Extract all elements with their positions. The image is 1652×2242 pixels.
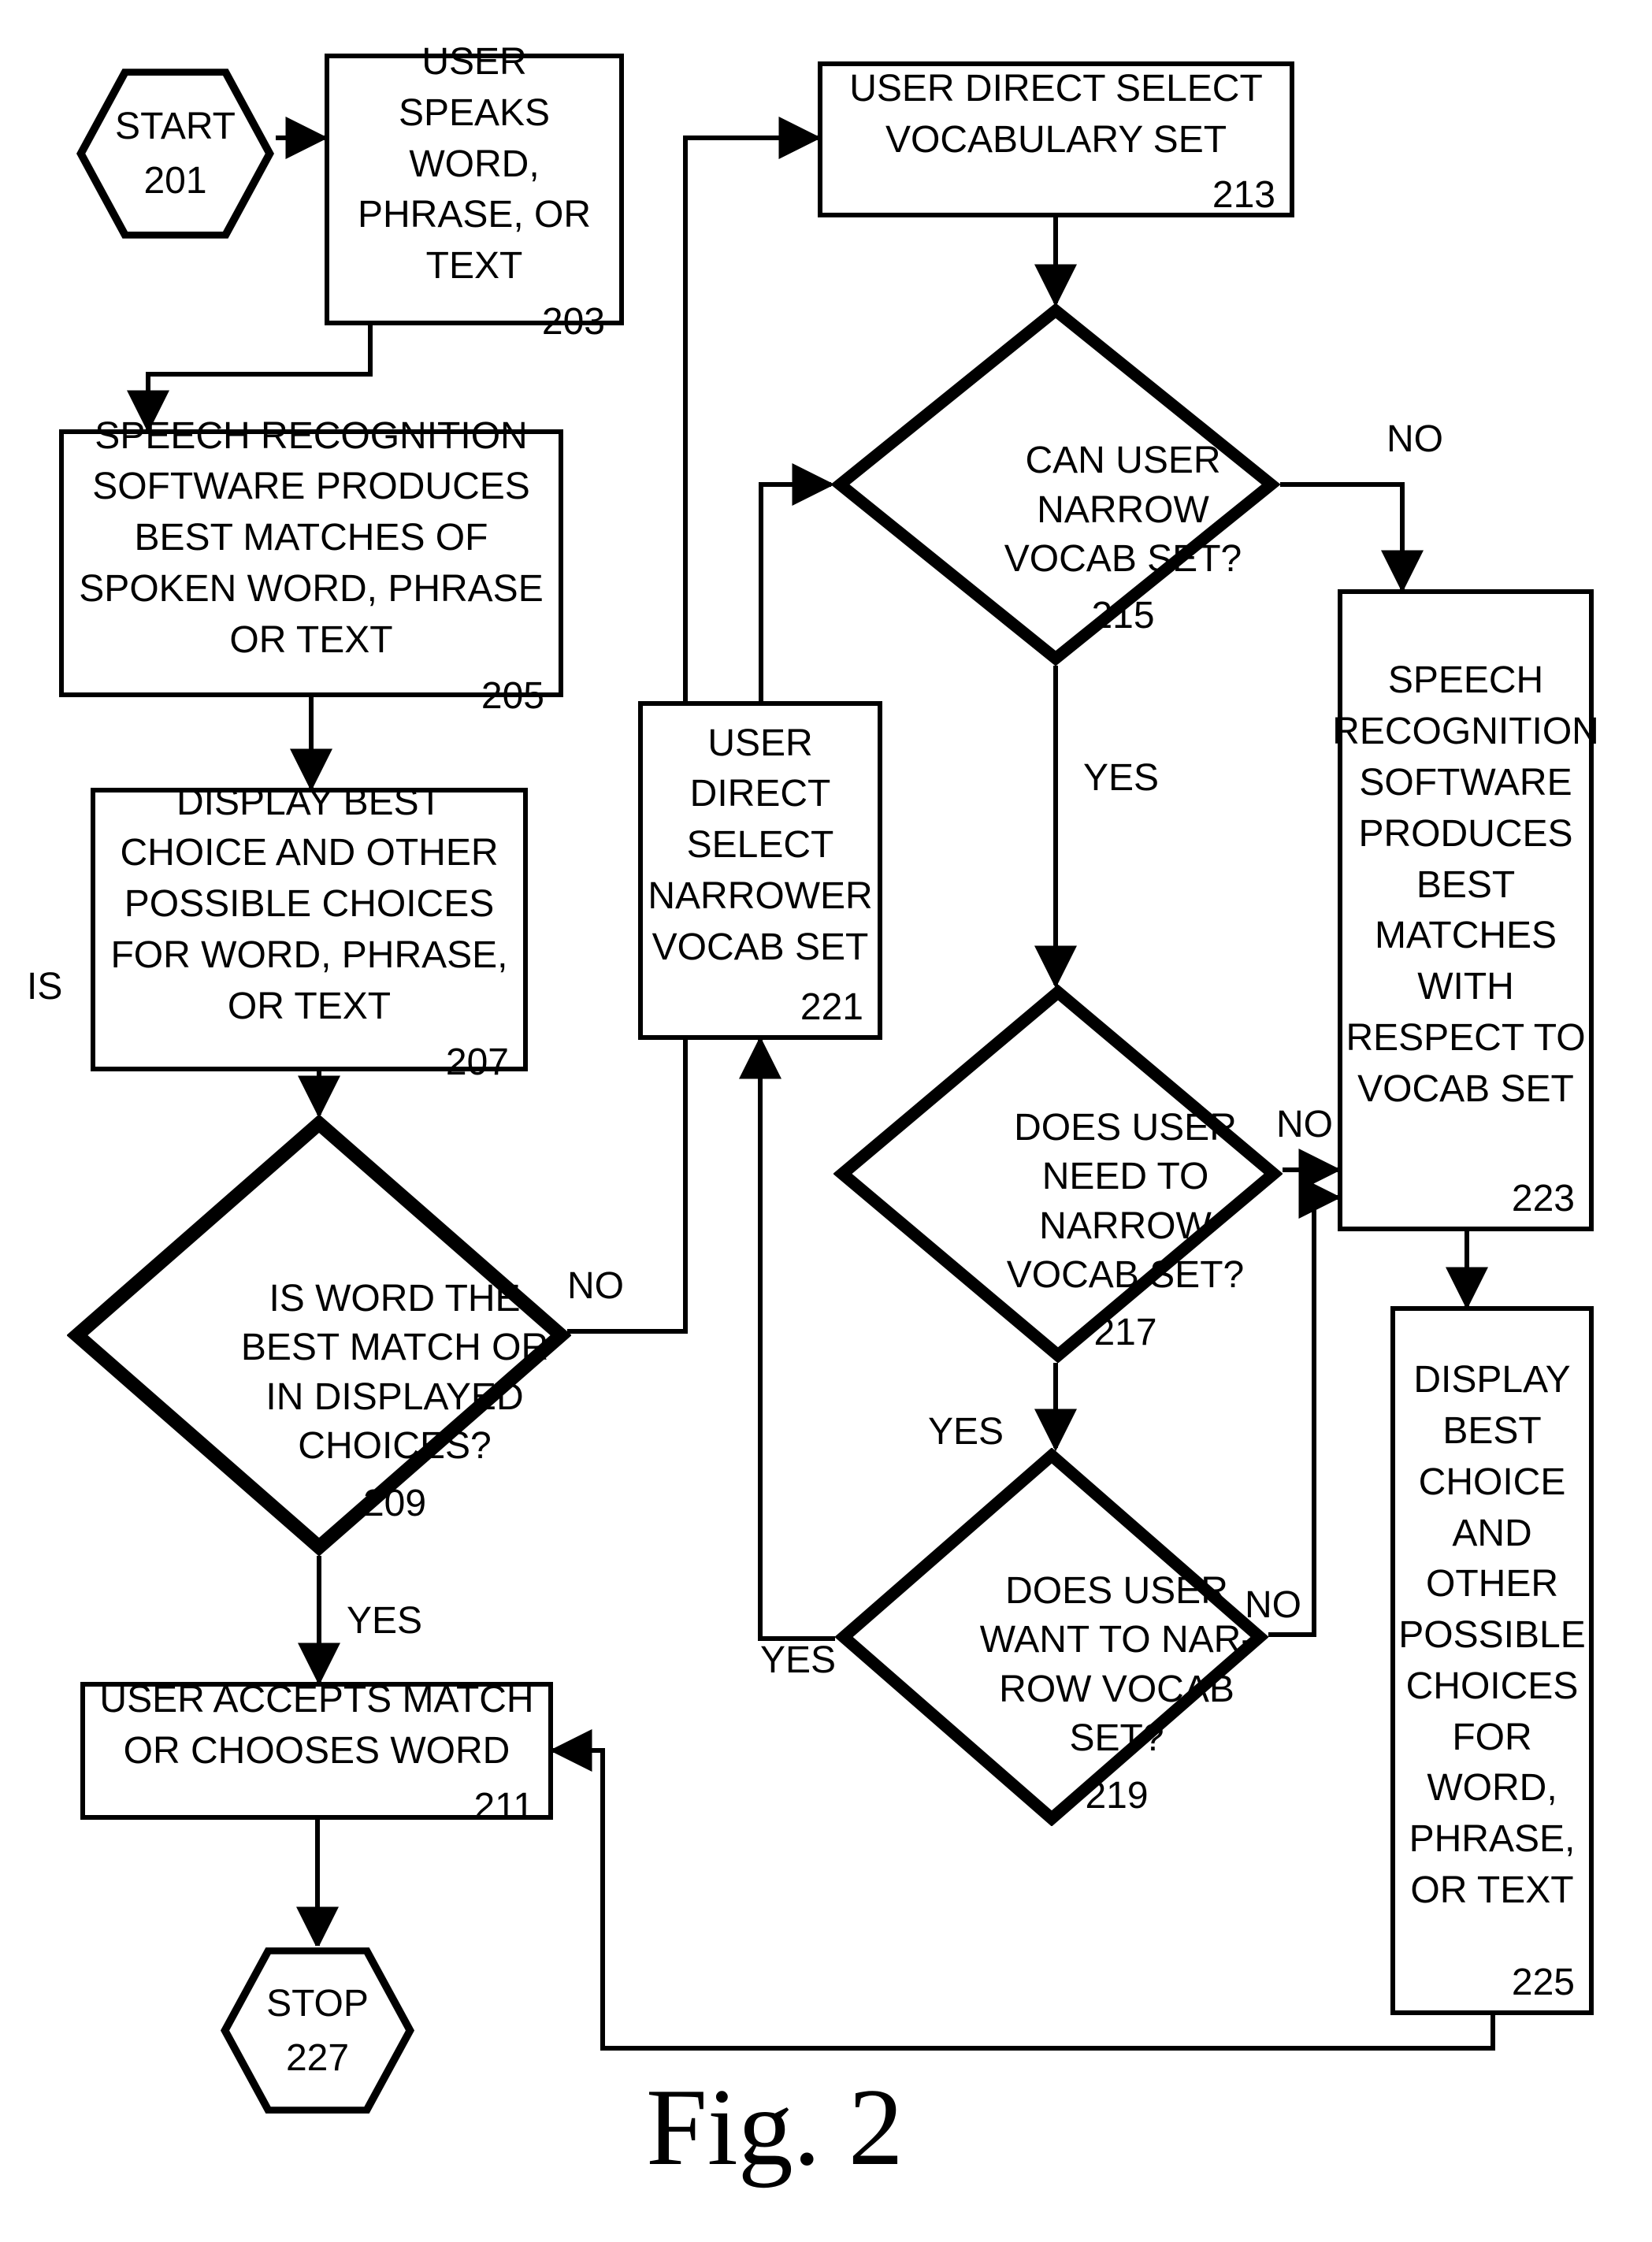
node-number: 227 bbox=[286, 2036, 349, 2080]
node-221: USER DIRECT SELECT NARROWER VOCAB SET221 bbox=[638, 701, 882, 1040]
node-label: USER DIRECT SELECT VOCABULARY SET bbox=[822, 56, 1290, 174]
node-201: START 201 bbox=[75, 67, 276, 240]
node-207: DISPLAY BEST CHOICE AND OTHER POSSIBLE C… bbox=[91, 788, 528, 1071]
node-213: USER DIRECT SELECT VOCABULARY SET213 bbox=[818, 61, 1294, 217]
node-number: 223 bbox=[1342, 1177, 1589, 1227]
edge-label-n209-n213: NO bbox=[567, 1264, 624, 1308]
node-number: 215 bbox=[1091, 592, 1154, 640]
node-219: DOES USER WANT TO NAR- ROW VOCAB SET? 219 bbox=[835, 1448, 1268, 1826]
node-label: USER ACCEPTS MATCH OR CHOOSES WORD bbox=[85, 1667, 548, 1785]
node-number: 213 bbox=[822, 173, 1290, 223]
node-label: USER SPEAKS WORD, PHRASE, OR TEXT bbox=[329, 29, 619, 300]
stray-text-is: IS bbox=[27, 965, 62, 1008]
node-number: 217 bbox=[1093, 1308, 1156, 1357]
edge-n219-n221 bbox=[760, 1040, 835, 1639]
node-number: 221 bbox=[643, 986, 878, 1035]
node-label: DISPLAY BEST CHOICE AND OTHER POSSIBLE C… bbox=[95, 770, 523, 1041]
node-number: 201 bbox=[143, 159, 206, 202]
node-label: IS WORD THE BEST MATCH OR IN DISPLAYED C… bbox=[218, 1275, 571, 1472]
edge-label-n215-n223: NO bbox=[1387, 418, 1443, 461]
node-label: STOP bbox=[266, 1982, 369, 2025]
node-number: 211 bbox=[85, 1785, 548, 1835]
node-number: 225 bbox=[1395, 1961, 1589, 2010]
node-label: START bbox=[115, 105, 236, 148]
edge-label-n215-n217: YES bbox=[1083, 756, 1159, 800]
node-label: USER DIRECT SELECT NARROWER VOCAB SET bbox=[633, 706, 886, 986]
node-label: DOES USER NEED TO NARROW VOCAB SET? bbox=[968, 1104, 1283, 1301]
node-number: 209 bbox=[363, 1479, 426, 1528]
node-227: STOP 227 bbox=[219, 1946, 416, 2115]
edge-n221-n215 bbox=[761, 484, 831, 701]
node-223: SPEECH RECOGNITION SOFTWARE PRODUCES BES… bbox=[1338, 589, 1594, 1231]
node-217: DOES USER NEED TO NARROW VOCAB SET? 217 bbox=[833, 985, 1283, 1363]
node-211: USER ACCEPTS MATCH OR CHOOSES WORD211 bbox=[80, 1682, 553, 1820]
node-label: CAN USER NARROW VOCAB SET? bbox=[966, 436, 1280, 584]
node-number: 205 bbox=[64, 674, 559, 724]
node-number: 219 bbox=[1085, 1772, 1148, 1821]
edge-label-n217-n223: NO bbox=[1276, 1103, 1333, 1146]
edge-label-n219-n221: YES bbox=[760, 1639, 836, 1682]
node-205: SPEECH RECOGNITION SOFTWARE PRODUCES BES… bbox=[59, 429, 563, 697]
node-label: SPEECH RECOGNITION SOFTWARE PRODUCES BES… bbox=[1318, 594, 1613, 1177]
node-label: DOES USER WANT TO NAR- ROW VOCAB SET? bbox=[965, 1567, 1268, 1764]
edge-label-n217-n219: YES bbox=[928, 1410, 1004, 1453]
node-209: IS WORD THE BEST MATCH OR IN DISPLAYED C… bbox=[67, 1115, 571, 1556]
node-label: SPEECH RECOGNITION SOFTWARE PRODUCES BES… bbox=[64, 403, 559, 674]
node-215: CAN USER NARROW VOCAB SET? 215 bbox=[831, 303, 1280, 666]
node-number: 203 bbox=[329, 300, 619, 350]
node-203: USER SPEAKS WORD, PHRASE, OR TEXT203 bbox=[325, 54, 624, 325]
edge-label-n209-n211: YES bbox=[347, 1599, 422, 1643]
figure-title: Fig. 2 bbox=[646, 2064, 904, 2191]
node-225: DISPLAY BEST CHOICE AND OTHER POSSIBLE C… bbox=[1390, 1306, 1594, 2015]
node-label: DISPLAY BEST CHOICE AND OTHER POSSIBLE C… bbox=[1384, 1311, 1599, 1961]
edge-n215-n223 bbox=[1280, 484, 1402, 589]
node-number: 207 bbox=[95, 1041, 523, 1090]
